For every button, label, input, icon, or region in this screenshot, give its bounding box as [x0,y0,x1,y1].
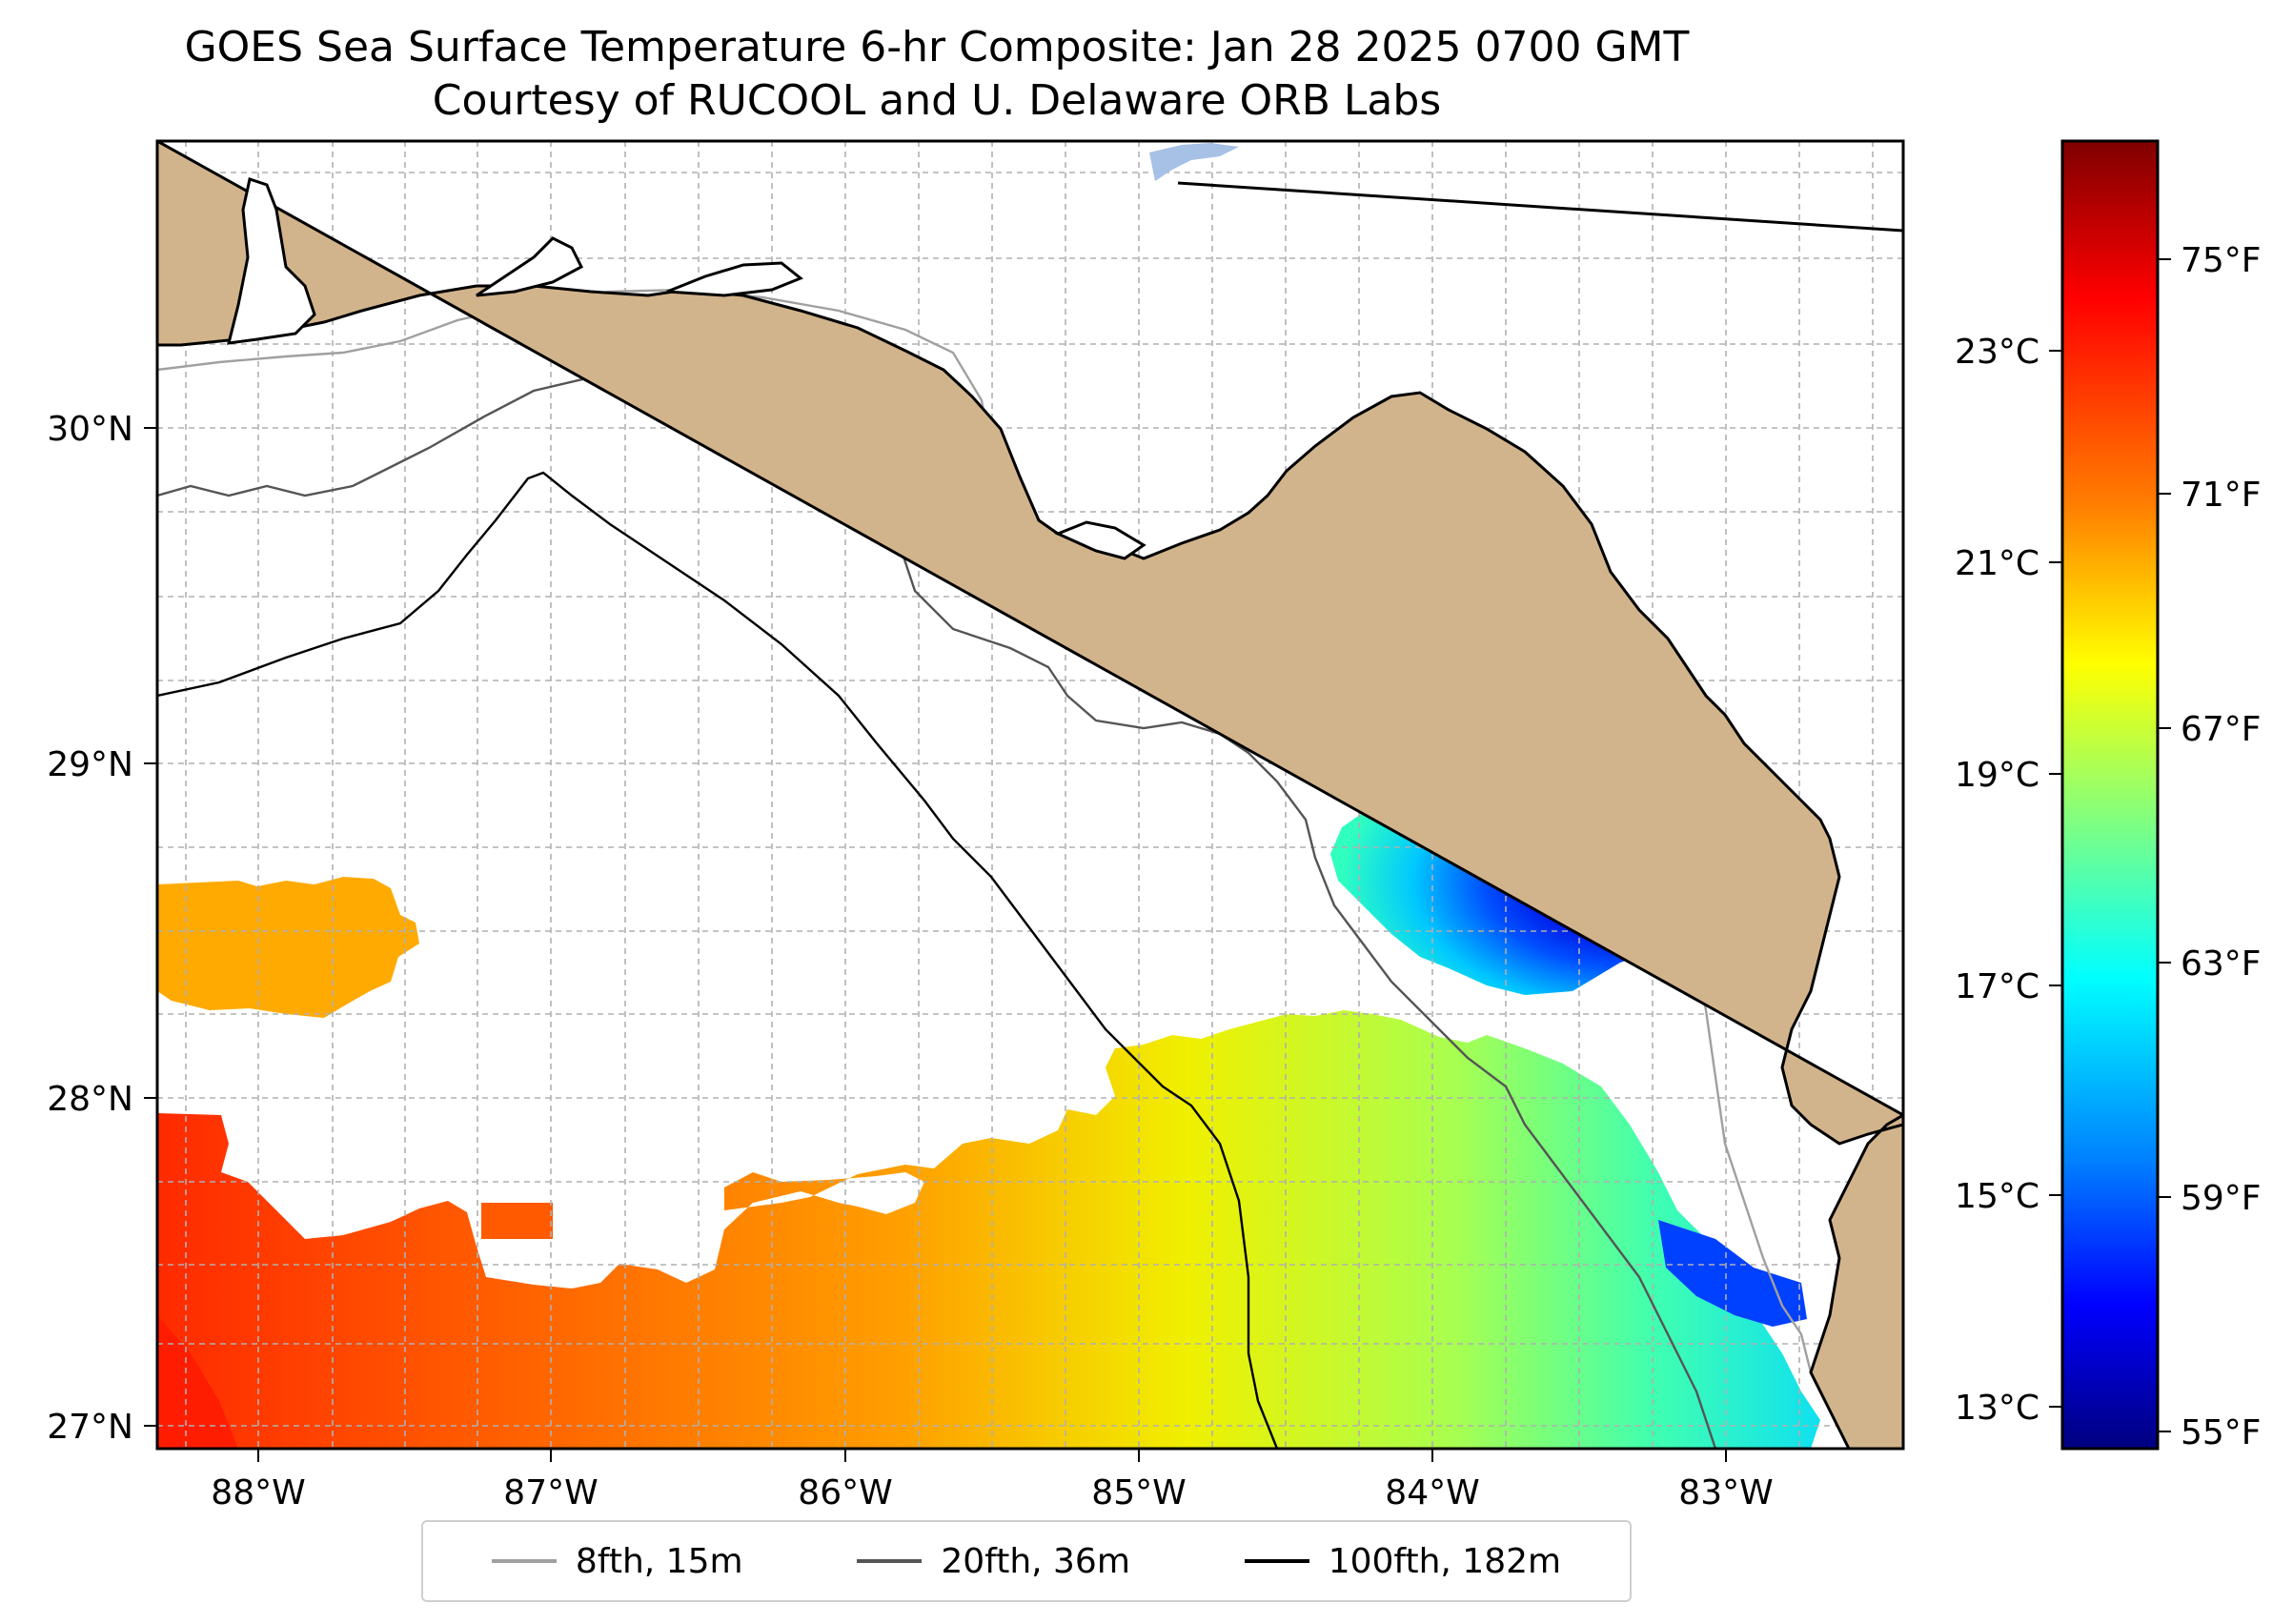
contour-20fth [157,376,1717,1449]
legend-item-8fth: 8fth, 15m [491,1541,743,1581]
map-title: GOES Sea Surface Temperature 6-hr Compos… [184,23,1690,71]
cbar-f-55: 55°F [2181,1413,2262,1452]
contour-100fth [157,471,1279,1449]
cbar-f-67: 67°F [2181,710,2262,749]
lon-label-88w: 88°W [211,1473,305,1512]
sst-patch-west [157,877,419,1018]
axis-ticks [144,427,1727,1462]
lon-label-83w: 83°W [1678,1473,1773,1512]
cbar-f-59: 59°F [2181,1179,2262,1218]
lat-label-29n: 29°N [47,745,133,784]
land-area [157,141,1903,1449]
colorbar-ticks [2049,258,2171,1432]
legend-swatch-8fth [491,1559,557,1563]
cbar-f-71: 71°F [2181,476,2262,515]
lon-label-86w: 86°W [798,1473,892,1512]
map-subtitle: Courtesy of RUCOOL and U. Delaware ORB L… [432,76,1442,125]
lat-label-28n: 28°N [47,1080,133,1119]
lake-seminole [1149,143,1239,181]
cbar-c-21: 21°C [1955,544,2039,583]
lat-label-27n: 27°N [47,1408,133,1447]
sst-patch-small [481,1203,553,1239]
map-frame [155,139,1905,1451]
sst-patch-red [157,1315,238,1449]
lon-label-87w: 87°W [503,1473,598,1512]
cbar-c-23: 23°C [1955,333,2039,372]
bay-stjoe [666,261,803,297]
sst-patch-south [157,1010,1820,1449]
bay-apalachicola [1054,520,1146,560]
legend-swatch-20fth [857,1559,923,1563]
bay-choctawhatchee [476,236,583,297]
lon-label-85w: 85°W [1091,1473,1186,1512]
legend-item-20fth: 20fth, 36m [857,1542,1130,1581]
legend-label-8fth: 8fth, 15m [575,1541,743,1581]
cbar-c-13: 13°C [1955,1389,2039,1428]
cbar-c-15: 15°C [1955,1177,2039,1216]
cbar-c-19: 19°C [1955,756,2039,795]
colorbar [2060,139,2160,1451]
cbar-c-17: 17°C [1955,967,2039,1006]
legend: 8fth, 15m 20fth, 36m 100fth, 182m [421,1520,1632,1602]
bay-pensacola [227,177,316,345]
state-boundary [1177,181,1903,233]
legend-item-100fth: 100fth, 182m [1244,1541,1562,1581]
legend-label-100fth: 100fth, 182m [1328,1541,1562,1581]
cbar-f-63: 63°F [2181,944,2262,984]
lon-label-84w: 84°W [1385,1473,1479,1512]
legend-label-20fth: 20fth, 36m [941,1541,1130,1581]
legend-swatch-100fth [1244,1559,1309,1563]
cbar-f-75: 75°F [2181,241,2262,280]
sst-patch-coastal-cold [1658,1220,1807,1327]
lat-label-30n: 30°N [47,410,133,449]
